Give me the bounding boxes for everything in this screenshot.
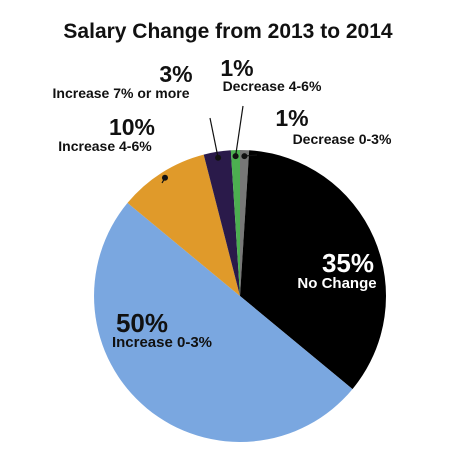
pie-slice-decrease-4-6 xyxy=(230,150,240,296)
slice-value-label-increase-4-6: 10% xyxy=(109,114,155,140)
slice-value-label-increase-7-plus: 3% xyxy=(159,61,192,87)
pie-slice-no-change xyxy=(240,150,386,390)
slice-value-label-decrease-0-3: 1% xyxy=(275,105,308,131)
slice-label-no-change: No Change xyxy=(297,275,376,292)
slice-label-decrease-4-6: Decrease 4-6% xyxy=(223,78,322,94)
pie-slice-decrease-0-3 xyxy=(240,150,250,296)
leader-dot-decrease-0-3 xyxy=(241,153,248,160)
leader-dot-decrease-4-6 xyxy=(232,153,239,160)
slice-label-decrease-0-3: Decrease 0-3% xyxy=(293,131,392,147)
pie-slices xyxy=(94,150,386,442)
pie-slice-increase-4-6 xyxy=(127,154,240,296)
leader-dot-increase-7-or-more xyxy=(215,154,222,161)
leader-line-increase-7-or-more xyxy=(209,117,219,158)
slice-value-label-no-change: 35% xyxy=(322,248,374,278)
chart-title: Salary Change from 2013 to 2014 xyxy=(63,20,392,43)
pie-slice-increase-0-3 xyxy=(94,202,353,442)
slice-value-label-increase-0-3: 50% xyxy=(116,308,168,338)
leader-dot-increase-4-6 xyxy=(161,174,168,181)
leader-line-decrease-4-6 xyxy=(235,105,244,157)
slice-value-label-decrease-4-6: 1% xyxy=(220,55,253,81)
slice-label-increase-4-6: Increase 4-6% xyxy=(58,138,152,154)
pie-slice-increase-7-or-more xyxy=(203,150,240,296)
slice-label-increase-0-3: Increase 0-3% xyxy=(112,334,212,351)
leader-lines xyxy=(161,105,258,184)
slice-label-increase-7-plus: Increase 7% or more xyxy=(53,85,190,101)
